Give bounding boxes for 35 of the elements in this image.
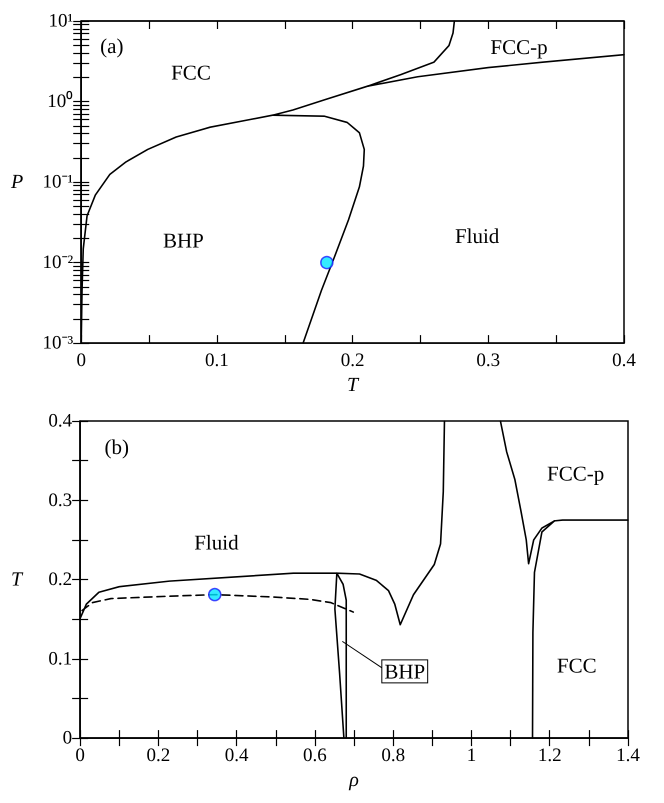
y-tick-label: 0.3: [48, 490, 72, 511]
x-tick-label: 0.8: [381, 745, 406, 766]
x-axis-title: ρ: [348, 769, 359, 791]
y-tick-label: 0: [62, 728, 72, 749]
x-tick-label: 0.1: [205, 350, 229, 372]
y-tick-label: 10⁻³: [42, 332, 74, 354]
annotation: Fluid: [194, 530, 240, 554]
annotation: FCC: [556, 653, 597, 678]
y-tick-label: 0.4: [48, 410, 73, 432]
y-axis-title: P: [10, 171, 24, 194]
annotation: FCC-p: [547, 461, 604, 486]
x-tick-label: 0.2: [340, 350, 364, 372]
x-tick-label: 1: [466, 745, 476, 766]
y-tick-label: 0.2: [48, 569, 72, 590]
annotation: Fluid: [454, 224, 500, 248]
y-tick-label: 0.1: [48, 648, 72, 670]
y-tick-label: 10¹: [48, 10, 74, 32]
x-tick-label: 0.4: [612, 350, 636, 372]
annotation: (a): [100, 34, 124, 58]
y-tick-label: 10⁻¹: [42, 172, 74, 193]
annotation: FCC: [171, 60, 211, 85]
annotation: BHP: [162, 228, 204, 253]
annotation: (b): [104, 435, 130, 460]
annotation: BHP: [384, 659, 426, 684]
x-axis-title: T: [347, 374, 360, 396]
x-tick-label: 0.6: [303, 745, 327, 766]
y-tick-label: 10⁰: [47, 90, 74, 112]
annotation: FCC-p: [490, 34, 548, 59]
x-tick-label: 1.4: [616, 745, 640, 766]
x-tick-label: 1.2: [538, 745, 562, 766]
y-axis-title: T: [11, 568, 24, 591]
x-tick-label: 0.2: [146, 745, 170, 766]
y-tick-label: 10⁻²: [42, 252, 74, 274]
x-tick-label: 0.4: [224, 745, 250, 766]
x-tick-label: 0.3: [476, 350, 500, 372]
